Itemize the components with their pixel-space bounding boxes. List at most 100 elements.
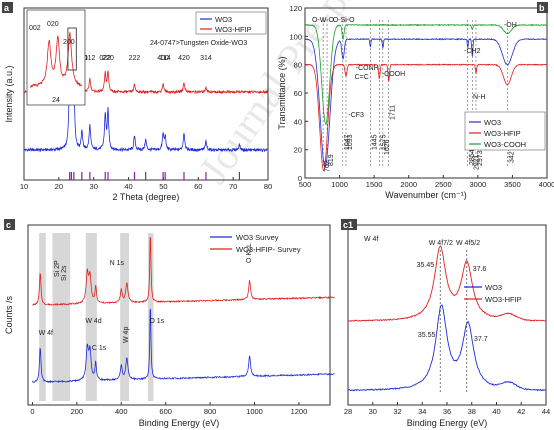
y-tick-label: 0 [298,174,302,183]
x-tick-label: 38 [468,407,476,416]
x-tick-label: 42 [517,407,525,416]
legend: WO3 Survey WO3-HFIP- Survey [210,233,301,254]
panel-label-a: a [4,3,10,13]
orbital-label: W 4f7/2 [429,240,453,247]
peak-label: W 4d [85,318,101,325]
band-annotation: -CH2 [464,48,480,55]
plot-frame [27,224,331,406]
x-tick-label: 500 [299,180,312,189]
panel-c-xps-survey: 0 200 400 600 800 1000 1200 Binding Energy (eV)… [0,215,340,430]
legend-label: WO3 [215,15,232,24]
peak-label: 400 [157,55,169,62]
x-tick-label: 32 [393,407,401,416]
wavenumber-label: 1575 [380,134,387,150]
x-tick-label: 2000 [400,180,417,189]
x-tick-label: 10 [20,182,28,191]
y-axis-label: Transmittance (%) [277,56,287,129]
wavenumber-label: 1445 [371,134,378,150]
legend-label: WO3-HFIP [485,295,522,304]
highlight-band [52,233,71,401]
x-tick-label: 0 [30,407,34,416]
series-wo3-cooh [304,23,548,125]
x-axis-label: Binding Energy (eV) [139,418,220,428]
panel-label-c1-bg [341,219,357,230]
x-axis-label: Binding Energy (eV) [407,418,488,428]
highlight-band [85,233,97,401]
peak-label: 220 [102,55,114,62]
peak-label: 35.55 [418,332,436,339]
band-annotation: C=C [355,74,369,81]
inset-peak-label: 020 [47,21,59,28]
peak-label: O KLL [246,243,253,263]
x-tick-label: 20 [55,182,63,191]
wavenumber-label: 1093 [347,134,354,150]
x-tick-label: 1000 [246,407,263,416]
panel-label-c-bg [4,219,15,230]
wavenumber-label: 819 [328,154,335,166]
legend: WO3 WO3-HFIP WO3-COOH [464,111,546,151]
peak-label: W 4f [39,330,53,337]
inset-peak-label: 002 [29,25,41,32]
series-wo3-hfip [347,245,547,322]
peak-label: 222 [129,55,141,62]
panel-svg: 10 20 30 40 50 60 70 80 2 Theta (degree) Intensit… [2,2,272,202]
legend-label: WO3-HFIP [215,25,252,34]
reference-label: 24-0747>Tungsten Oxide-WO3 [150,40,247,47]
x-tick-label: 600 [159,407,172,416]
peak-label: 37.7 [474,336,488,343]
x-tick-label: 44 [542,407,550,416]
series-wo3 [23,63,269,153]
y-axis-label: Counts /s [4,295,14,334]
y-tick-label: 40 [294,117,302,126]
y-tick-label: 100 [289,32,302,41]
peak-label: 314 [200,55,212,62]
peak-label: 420 [178,55,190,62]
panel-b-ftir: 500 1000 1500 2000 2500 3000 3500 4000 0 20 40 60 80… [277,0,554,215]
y-tick-label: 20 [294,146,302,155]
band-annotation: O-W-O [312,17,335,24]
plot-frame [347,224,547,406]
series-wo3 [304,37,548,167]
peak-label: 022 [99,55,111,62]
peak-label: W 4p [123,327,130,343]
peak-label: O 1s [149,318,164,325]
wavenumber-label: 1047 [344,134,351,150]
legend-label: WO3-HFIP- Survey [236,245,301,254]
x-tick-label: 3000 [470,180,487,189]
x-tick-label: 50 [159,182,167,191]
wavenumber-label: 3427 [508,147,515,163]
x-tick-label: 28 [344,407,352,416]
inset-curve [29,32,83,88]
peak-label: Si 2P [54,260,61,277]
wavenumber-label: 762 [324,160,331,172]
x-axis-label: 2 Theta (degree) [113,192,180,202]
band-annotation: N-H [473,94,485,101]
legend-box [195,11,267,35]
x-tick-label: 1500 [366,180,383,189]
x-tick-label: 40 [492,407,500,416]
legend-label: WO3 [484,118,501,127]
panel-label-c1: c1 [343,220,353,230]
inset-tick-label: 24 [52,97,60,104]
wavenumber-label: 2973 [477,150,484,166]
wavenumber-label: 1626 [384,139,391,155]
x-tick-label: 30 [90,182,98,191]
inset-peak-label: 200 [63,39,75,46]
x-axis-label: Wavenumber (cm⁻¹) [385,190,466,200]
orbital-label: W 4f5/2 [456,240,480,247]
band-annotation: -CF3 [348,112,364,119]
wavenumber-label: 2921 [473,154,480,170]
wavenumber-label: 1711 [390,105,397,120]
band-annotation: -COOH [382,71,405,78]
peak-label: N 1s [110,260,125,267]
panel-a-xrd: 10 20 30 40 50 60 70 80 2 Theta (degree) Intensit… [0,0,277,215]
x-tick-label: 200 [71,407,84,416]
x-tick-label: 4000 [539,180,554,189]
x-tick-label: 800 [204,407,217,416]
series-wo3-hfip [304,63,548,171]
highlight-box [67,27,77,71]
series-wo3-survey [32,308,335,384]
peak-label: 114 [160,55,171,62]
peak-label: 35.45 [417,262,435,269]
x-tick-label: 400 [115,407,128,416]
